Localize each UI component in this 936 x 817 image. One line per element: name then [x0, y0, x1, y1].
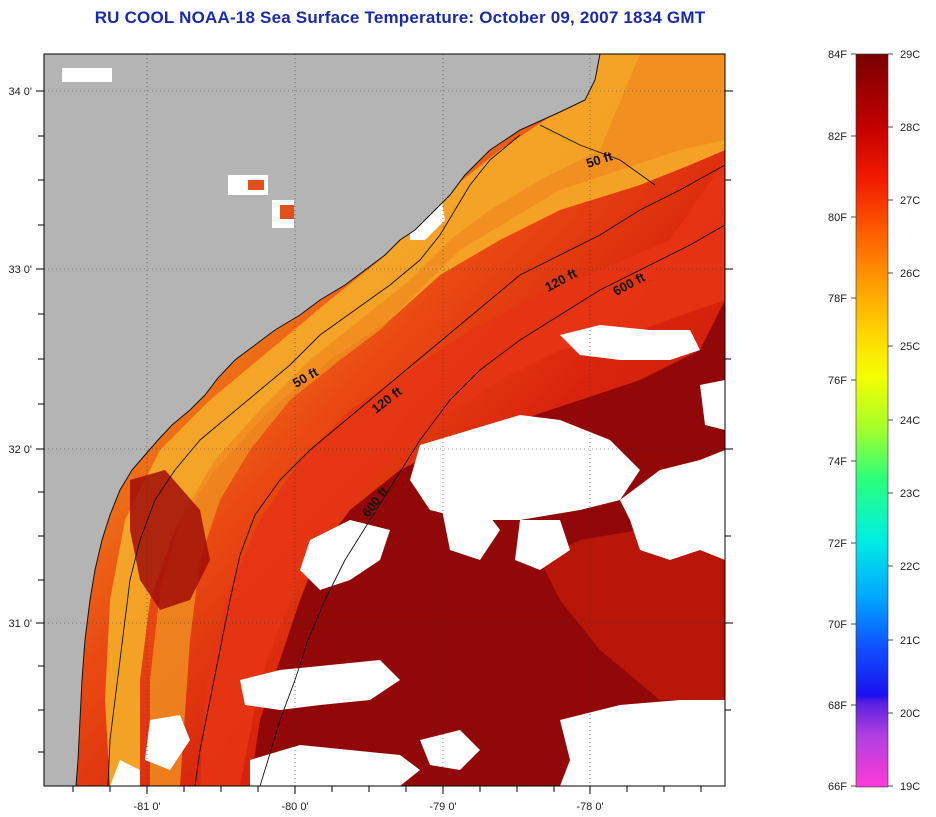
lat-label-33: 33 0' — [8, 264, 32, 276]
map-title: RU COOL NOAA-18 Sea Surface Temperature:… — [94, 8, 706, 27]
gulf-stream-inner-red — [540, 520, 725, 700]
mid-shelf-red — [200, 160, 725, 786]
lat-label-32: 32 0' — [8, 444, 32, 456]
map-frame — [43, 53, 726, 787]
lon-label-80: -80 0' — [281, 801, 308, 813]
lon-label-79: -79 0' — [429, 801, 456, 813]
inland-lakes — [248, 180, 294, 219]
coastal-dark-patch — [130, 470, 210, 610]
inner-shelf-orange — [150, 54, 725, 786]
graticule — [44, 54, 725, 786]
lat-label-34: 34 0' — [8, 86, 32, 98]
contour-600ft — [259, 224, 725, 786]
lon-label-81: -81 0' — [133, 801, 160, 813]
contour-120ft — [194, 164, 725, 786]
contour-50ft — [107, 124, 656, 786]
lon-label-78: -78 0' — [576, 801, 603, 813]
coastline — [75, 54, 601, 786]
cloud-cover — [110, 190, 725, 786]
map-frame-content — [44, 54, 725, 786]
lat-label-31: 31 0' — [8, 618, 32, 630]
land-mass — [44, 54, 600, 786]
tick-marks — [36, 90, 733, 794]
